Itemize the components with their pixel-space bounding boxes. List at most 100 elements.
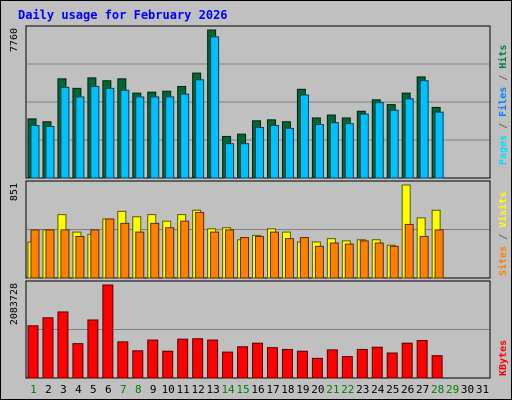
bar-files-day-8	[135, 96, 145, 179]
bar-kbytes-day-17	[266, 347, 278, 379]
bar-files-day-25	[389, 109, 399, 179]
bar-sites-day-22	[344, 243, 354, 279]
bar-kbytes-day-25	[386, 352, 398, 379]
bar-sites-day-8	[135, 231, 145, 279]
legend-entry: KBytes	[498, 340, 509, 376]
bar-kbytes-day-5	[87, 319, 99, 379]
bar-files-day-19	[299, 94, 309, 179]
bar-kbytes-day-2	[42, 317, 54, 379]
bar-files-day-16	[255, 126, 265, 179]
legend-top: Pages / Files / Hits	[497, 45, 509, 165]
x-tick-label: 11	[177, 383, 190, 396]
x-tick-label: 6	[105, 383, 112, 396]
bar-sites-day-19	[299, 237, 309, 279]
bar-files-day-28	[434, 111, 444, 179]
x-tick-label: 13	[206, 383, 219, 396]
bar-kbytes-day-13	[207, 339, 219, 379]
x-tick-label: 29	[446, 383, 459, 396]
legend-entry: /	[498, 69, 509, 87]
bar-files-day-7	[120, 89, 130, 179]
x-tick-label: 14	[221, 383, 235, 396]
bar-files-day-4	[75, 96, 85, 179]
chart-title: Daily usage for February 2026	[18, 8, 228, 22]
bar-kbytes-day-4	[72, 343, 84, 379]
bar-kbytes-day-9	[147, 339, 159, 379]
bar-files-day-22	[344, 123, 354, 179]
bar-files-day-13	[210, 36, 220, 179]
bar-sites-day-16	[255, 235, 265, 279]
x-tick-label: 18	[281, 383, 294, 396]
bar-sites-day-1	[30, 229, 40, 279]
y-max-label-middle: 851	[9, 183, 20, 201]
x-tick-label: 1	[30, 383, 37, 396]
bar-files-day-14	[225, 143, 235, 179]
bar-files-day-9	[150, 96, 160, 179]
legend-entry: Hits	[497, 45, 509, 69]
x-tick-label: 15	[236, 383, 249, 396]
x-tick-label: 10	[162, 383, 175, 396]
bar-kbytes-day-1	[27, 325, 39, 379]
bar-kbytes-day-10	[162, 350, 174, 379]
x-tick-label: 19	[296, 383, 309, 396]
bar-files-day-2	[45, 126, 55, 179]
chart-panels: 7760 Pages / Files / Hits 851 Sites / Visit…	[9, 25, 509, 379]
bar-files-day-23	[359, 113, 369, 179]
bar-kbytes-day-23	[356, 348, 368, 379]
x-tick-label: 22	[341, 383, 354, 396]
bar-sites-day-4	[75, 235, 85, 279]
x-tick-label: 23	[356, 383, 369, 396]
x-tick-label: 9	[150, 383, 157, 396]
bar-sites-day-20	[314, 245, 324, 279]
bar-sites-day-3	[60, 229, 70, 279]
bar-sites-day-26	[404, 223, 414, 279]
bar-sites-day-24	[374, 242, 384, 279]
x-tick-label: 12	[192, 383, 205, 396]
bar-files-day-3	[60, 86, 70, 179]
x-axis-labels: 1 2 3 4 5 6 7 8 9 10 11 12 13 14 15 16 17 18 19 20 21 22 23 24 2…	[30, 383, 489, 396]
bar-files-day-10	[165, 96, 175, 179]
bar-files-day-12	[195, 79, 205, 179]
bar-sites-day-28	[434, 229, 444, 279]
bar-kbytes-day-8	[132, 350, 144, 379]
x-tick-label: 16	[251, 383, 264, 396]
bar-kbytes-day-28	[431, 355, 443, 379]
bar-kbytes-day-6	[102, 284, 114, 379]
x-tick-label: 5	[90, 383, 97, 396]
bar-sites-day-25	[389, 245, 399, 279]
bar-files-day-1	[30, 125, 40, 179]
bar-sites-day-21	[329, 242, 339, 279]
bar-kbytes-day-24	[371, 346, 383, 379]
x-tick-label: 30	[461, 383, 474, 396]
bar-sites-day-11	[180, 220, 190, 279]
bar-files-day-11	[180, 93, 190, 179]
bar-kbytes-day-15	[237, 346, 249, 379]
x-tick-label: 27	[416, 383, 429, 396]
x-tick-label: 21	[326, 383, 339, 396]
bar-sites-day-7	[120, 222, 130, 279]
bar-kbytes-day-21	[326, 349, 338, 379]
bar-files-day-27	[419, 80, 429, 179]
bar-files-day-15	[240, 143, 250, 179]
y-max-label-bottom: 2083728	[9, 283, 20, 325]
bar-files-day-20	[314, 124, 324, 179]
bar-files-day-5	[90, 85, 100, 179]
bar-sites-day-18	[284, 238, 294, 279]
panel-middle: 851 Sites / Visits	[9, 180, 509, 279]
x-tick-label: 7	[120, 383, 127, 396]
legend-entry: Sites	[497, 246, 509, 276]
bar-files-day-21	[329, 122, 339, 179]
bar-kbytes-day-18	[281, 348, 293, 379]
bar-sites-day-2	[45, 229, 55, 279]
bar-kbytes-day-26	[401, 342, 413, 379]
bar-kbytes-day-16	[252, 342, 264, 379]
bar-sites-day-13	[210, 231, 220, 279]
y-max-label-top: 7760	[9, 28, 20, 52]
bar-kbytes-day-20	[311, 357, 323, 379]
panel-top: 7760 Pages / Files / Hits	[9, 25, 509, 179]
bar-sites-day-5	[90, 229, 100, 279]
x-tick-label: 4	[75, 383, 82, 396]
x-tick-label: 3	[60, 383, 67, 396]
x-tick-label: 25	[386, 383, 399, 396]
bar-kbytes-day-11	[177, 338, 189, 379]
